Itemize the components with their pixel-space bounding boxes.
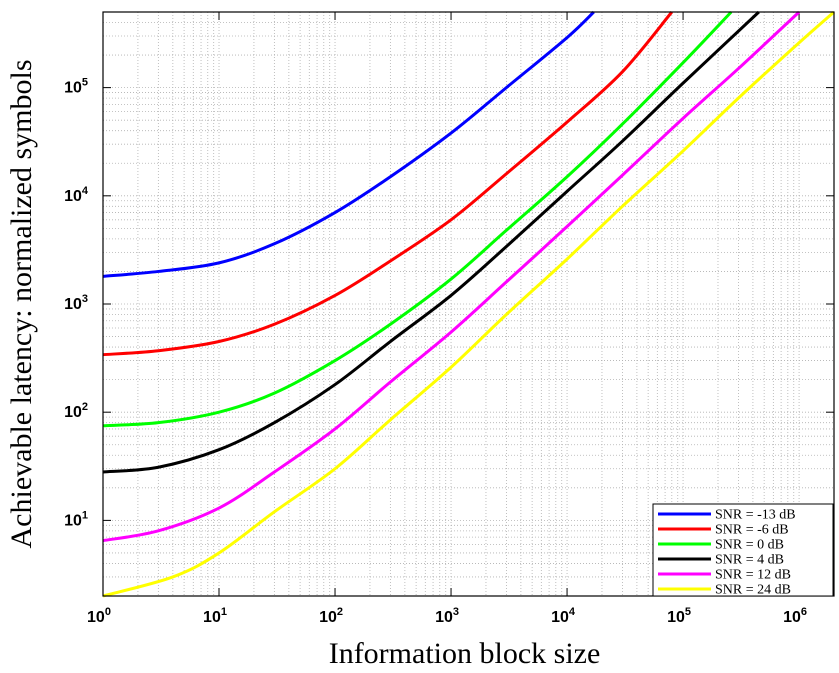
x-tick-label: 105: [667, 606, 691, 626]
legend-label-2: SNR = 0 dB: [715, 538, 784, 553]
plot-frame: [102, 11, 835, 597]
y-tick-label: 103: [64, 293, 88, 313]
legend-label-4: SNR = 12 dB: [715, 568, 791, 583]
series-line-2: [102, 10, 733, 428]
legend-label-5: SNR = 24 dB: [715, 583, 791, 598]
x-tick-label: 102: [319, 606, 343, 626]
axis-ticks: 100 101 102 103 104 105 106 101 102 103 104 105: [64, 12, 834, 626]
legend-label-1: SNR = -6 dB: [715, 523, 789, 538]
legend-label-0: SNR = -13 dB: [715, 508, 796, 523]
series-line-1: [102, 11, 673, 357]
x-axis-title: Information block size: [329, 637, 601, 670]
x-tick-label: 103: [435, 606, 459, 626]
x-tick-label: 100: [87, 606, 111, 626]
y-axis-title: Achievable latency: normalized symbols: [5, 59, 38, 548]
series-line-4: [102, 10, 801, 543]
legend-box: [652, 503, 834, 597]
series-line-3: [102, 10, 760, 474]
y-tick-label: 105: [64, 77, 88, 97]
y-tick-label: 101: [64, 509, 88, 529]
x-tick-label: 101: [203, 606, 227, 626]
series-line-0: [102, 10, 595, 278]
y-tick-label: 104: [64, 185, 89, 205]
y-tick-label: 102: [64, 401, 88, 421]
series-line-5: [102, 10, 835, 598]
series-lines: [102, 10, 835, 598]
x-tick-label: 106: [783, 606, 807, 626]
legend-label-3: SNR = 4 dB: [715, 553, 784, 568]
x-tick-label: 104: [551, 606, 576, 626]
